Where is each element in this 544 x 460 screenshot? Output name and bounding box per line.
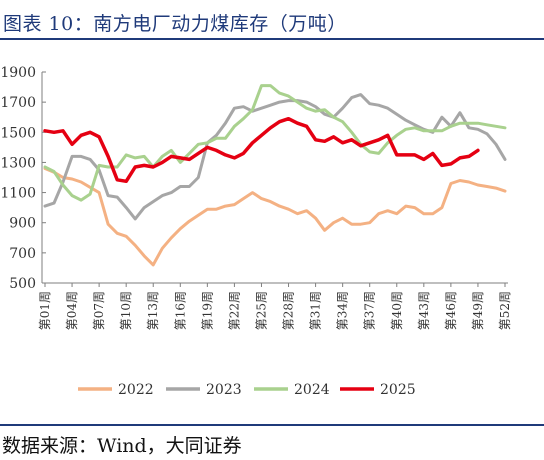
y-tick-label: 1700 <box>0 95 36 111</box>
x-tick-label: 第46周 <box>444 291 458 330</box>
x-tick-label: 第37周 <box>363 291 377 330</box>
x-tick-label: 第43周 <box>417 291 431 330</box>
chart-title: 图表 10：南方电厂动力煤库存（万吨） <box>3 13 347 35</box>
y-tick-label: 500 <box>9 276 36 292</box>
footer-bar: 数据来源：Wind，大同证券 <box>0 424 544 460</box>
x-tick-label: 第10周 <box>119 291 133 330</box>
x-tick-label: 第49周 <box>471 291 485 330</box>
x-tick-label: 第31周 <box>309 291 323 330</box>
legend-label-2023: 2023 <box>206 382 242 398</box>
series-layer <box>43 84 507 267</box>
x-tick-label: 第19周 <box>200 291 214 330</box>
y-axis: 500 700 900 1100 1300 1500 1700 1900 <box>0 65 46 292</box>
series-line-2025 <box>43 116 480 184</box>
line-chart: 500 700 900 1100 1300 1500 1700 1900 第01周 第04周 第0… <box>0 65 512 398</box>
x-tick-label: 第01周 <box>38 291 52 330</box>
series-line-2024 <box>43 84 507 202</box>
x-tick-label: 第13周 <box>146 291 160 330</box>
legend-label-2024: 2024 <box>294 382 330 398</box>
y-tick-label: 1300 <box>0 155 36 171</box>
x-tick-label: 第16周 <box>173 291 187 330</box>
x-tick-label: 第34周 <box>336 291 350 330</box>
x-tick-label: 第25周 <box>254 291 268 330</box>
y-tick-label: 1500 <box>0 125 36 141</box>
legend: 2022 2023 2024 2025 <box>78 382 416 398</box>
title-bar: 图表 10：南方电厂动力煤库存（万吨） <box>0 0 544 40</box>
y-tick-label: 1900 <box>0 65 36 81</box>
x-tick-label: 第52周 <box>498 291 512 330</box>
y-tick-label: 1100 <box>0 186 36 202</box>
series-line-2022 <box>43 167 507 267</box>
x-axis: 第01周 第04周 第07周 第10周 第13周 第16周 第19周 第22周 第25周 第28周… <box>38 282 512 330</box>
y-tick-label: 900 <box>9 216 36 232</box>
x-tick-label: 第22周 <box>227 291 241 330</box>
x-tick-label: 第07周 <box>92 291 106 330</box>
legend-label-2022: 2022 <box>118 382 154 398</box>
x-tick-label: 第04周 <box>65 291 79 330</box>
x-tick-label: 第28周 <box>282 291 296 330</box>
y-tick-label: 700 <box>9 246 36 262</box>
source-note: 数据来源：Wind，大同证券 <box>2 435 242 457</box>
x-tick-label: 第40周 <box>390 291 404 330</box>
legend-label-2025: 2025 <box>380 382 416 398</box>
